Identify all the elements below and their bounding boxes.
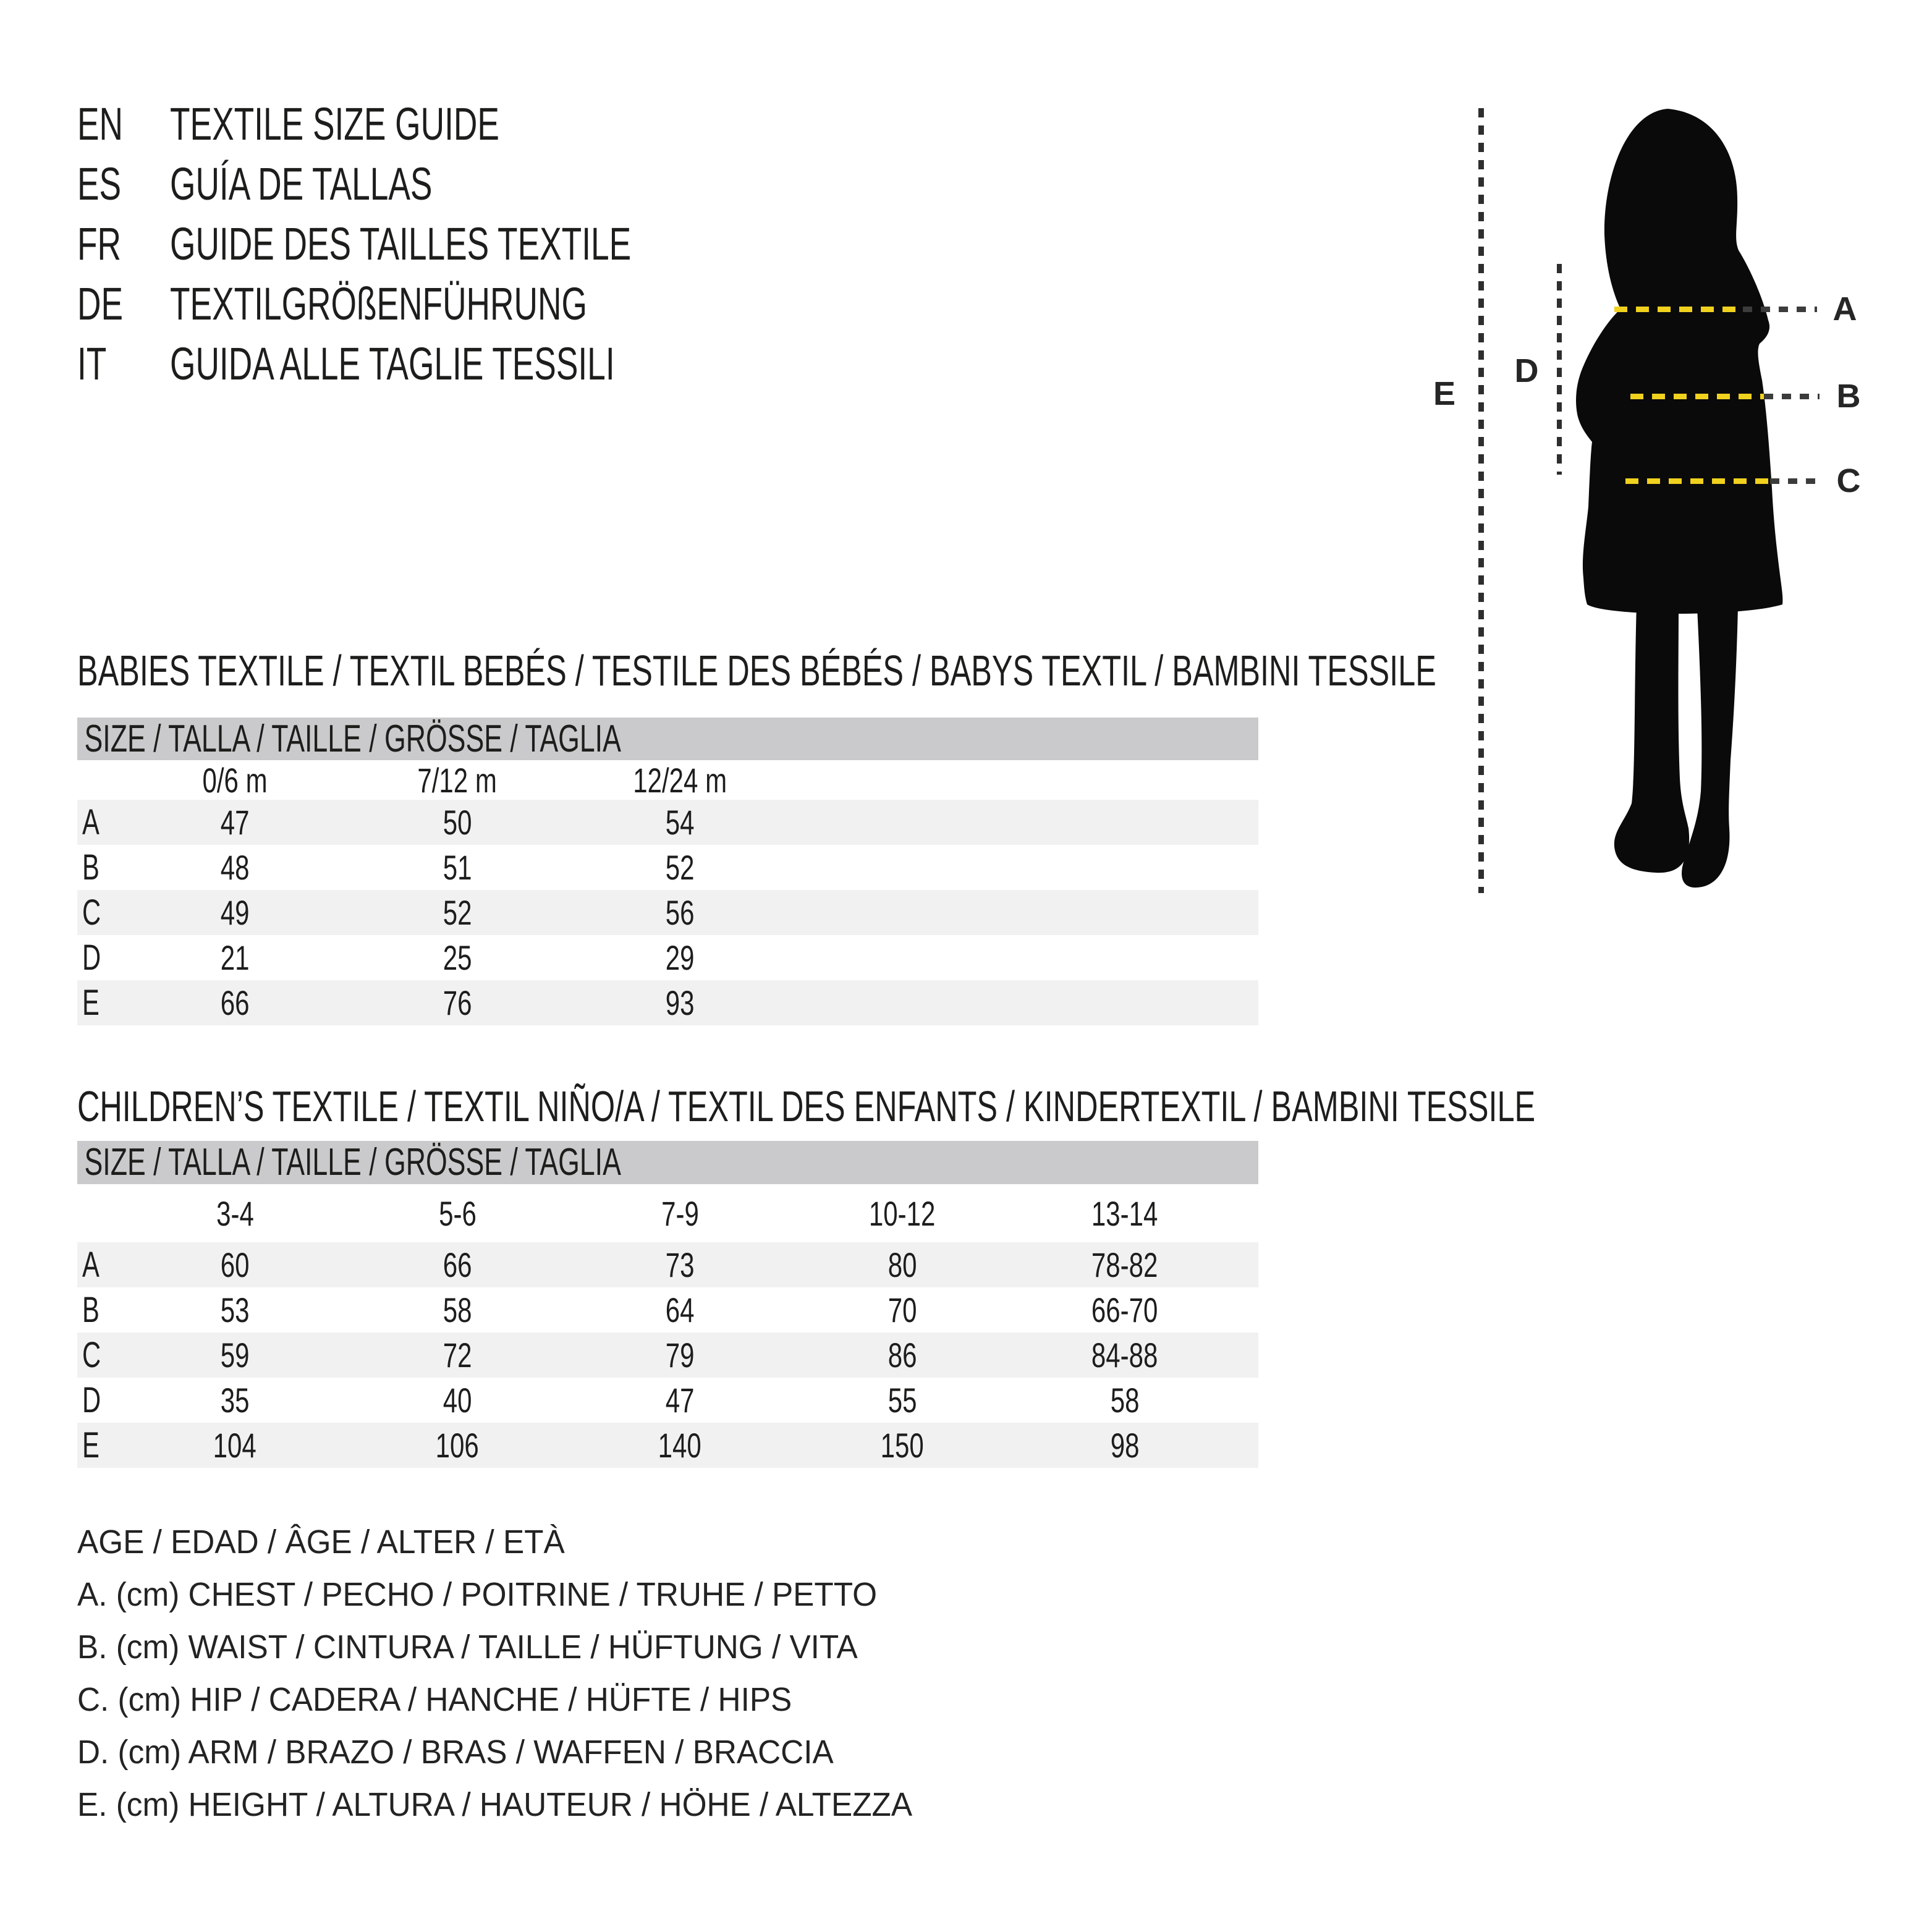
table-row: C 49 52 56: [77, 890, 1258, 935]
lang-row-es: ES GUÍA DE TALLAS: [77, 154, 810, 214]
label-b: B: [1836, 378, 1861, 415]
babies-col-2: 12/24 m: [633, 761, 727, 800]
children-size-header-bar: SIZE / TALLA / TAILLE / GRÖSSE / TAGLIA: [77, 1141, 1258, 1184]
children-col-4: 13-14: [1091, 1193, 1158, 1233]
table-row: A 47 50 54: [77, 800, 1258, 845]
children-title: CHILDREN’S TEXTILE / TEXTIL NIÑO/A / TEX…: [77, 1082, 1536, 1130]
label-a: A: [1832, 290, 1857, 328]
lang-title-fr: GUIDE DES TAILLES TEXTILE: [170, 218, 632, 269]
chest-line-yellow: [1614, 307, 1738, 312]
babies-title: BABIES TEXTILE / TEXTIL BEBÉS / TESTILE …: [77, 646, 1436, 695]
lang-title-en: TEXTILE SIZE GUIDE: [170, 98, 499, 150]
arm-measure-line-d: [1557, 264, 1562, 475]
language-header: EN TEXTILE SIZE GUIDE ES GUÍA DE TALLAS …: [77, 94, 810, 394]
lang-code-de: DE: [77, 278, 124, 329]
chest-line-dark: [1743, 307, 1817, 312]
lang-title-es: GUÍA DE TALLAS: [170, 158, 433, 210]
hip-line-dark: [1770, 478, 1820, 484]
table-row: A 60 66 73 80 78-82: [77, 1242, 1258, 1287]
babies-column-header: 0/6 m 7/12 m 12/24 m: [77, 760, 1258, 800]
table-row: B 53 58 64 70 66-70: [82, 1290, 1158, 1330]
babies-col-1: 7/12 m: [417, 761, 498, 800]
children-column-header: 3-4 5-6 7-9 10-12 13-14: [77, 1184, 1258, 1242]
lang-title-de: TEXTILGRÖßENFÜHRUNG: [170, 278, 587, 329]
legend-age: AGE / EDAD / ÂGE / ALTER / ETÀ: [77, 1523, 565, 1561]
children-col-1: 5-6: [438, 1193, 477, 1233]
table-row: E 104 106 140 150 98: [77, 1423, 1258, 1468]
lang-code-es: ES: [77, 158, 122, 210]
waist-line-dark: [1764, 394, 1820, 399]
children-col-3: 10-12: [869, 1193, 936, 1233]
children-col-2: 7-9: [661, 1193, 699, 1233]
babies-size-header-bar: SIZE / TALLA / TAILLE / GRÖSSE / TAGLIA: [77, 718, 1258, 760]
table-row: D 21 25 29: [82, 938, 695, 978]
table-row: D 35 40 47 55 58: [82, 1380, 1140, 1420]
waist-line-yellow: [1630, 394, 1764, 399]
lang-code-fr: FR: [77, 218, 122, 269]
lang-row-en: EN TEXTILE SIZE GUIDE: [77, 94, 810, 154]
measurement-legend: AGE / EDAD / ÂGE / ALTER / ETÀ A. (cm) C…: [77, 1516, 956, 1831]
label-d: D: [1514, 352, 1539, 389]
height-measure-line-e: [1478, 108, 1484, 893]
legend-height: E. (cm) HEIGHT / ALTURA / HAUTEUR / HÖHE…: [77, 1786, 913, 1823]
lang-code-en: EN: [77, 98, 124, 150]
lang-row-it: IT GUIDA ALLE TAGLIE TESSILI: [77, 334, 810, 394]
label-c: C: [1836, 462, 1861, 499]
children-col-0: 3-4: [216, 1193, 254, 1233]
hip-line-yellow: [1625, 478, 1770, 484]
table-row: B 48 51 52: [82, 847, 695, 888]
legend-chest: A. (cm) CHEST / PECHO / POITRINE / TRUHE…: [77, 1576, 878, 1613]
table-row: C 59 72 79 86 84-88: [77, 1332, 1258, 1378]
lang-row-de: DE TEXTILGRÖßENFÜHRUNG: [77, 274, 810, 334]
lang-code-it: IT: [77, 338, 107, 389]
label-e: E: [1433, 375, 1456, 412]
lang-title-it: GUIDA ALLE TAGLIE TESSILI: [170, 338, 615, 389]
legend-arm: D. (cm) ARM / BRAZO / BRAS / WAFFEN / BR…: [77, 1734, 834, 1771]
legend-waist: B. (cm) WAIST / CINTURA / TAILLE / HÜFTU…: [77, 1629, 858, 1666]
lang-row-fr: FR GUIDE DES TAILLES TEXTILE: [77, 214, 810, 274]
table-row: E 66 76 93: [77, 980, 1258, 1025]
babies-col-0: 0/6 m: [202, 761, 268, 800]
child-silhouette-icon: [1576, 109, 1783, 888]
legend-hip: C. (cm) HIP / CADERA / HANCHE / HÜFTE / …: [77, 1681, 792, 1718]
